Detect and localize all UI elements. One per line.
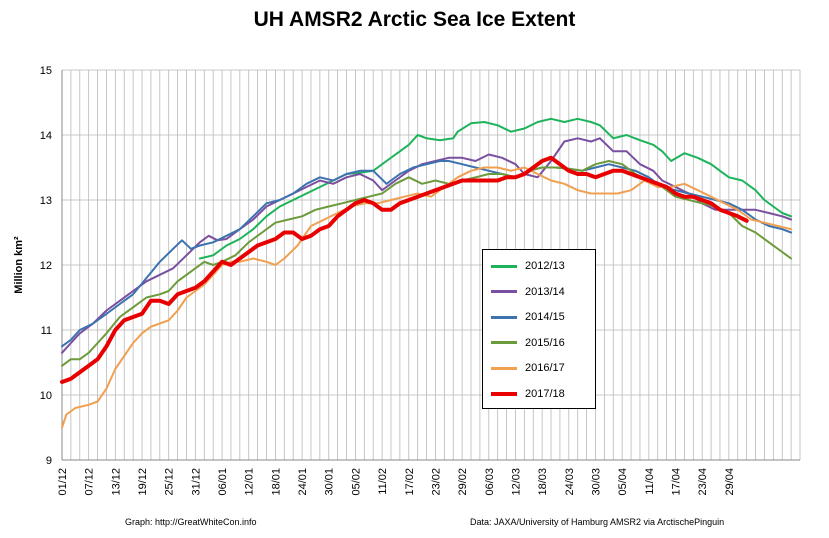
x-tick-label: 01/12	[57, 468, 69, 496]
x-tick-label: 05/02	[350, 468, 362, 496]
y-tick-label: 9	[46, 455, 52, 467]
legend-swatch	[491, 315, 517, 319]
x-tick-label: 06/01	[217, 468, 229, 496]
grid	[61, 69, 801, 461]
legend-label: 2014/15	[525, 311, 565, 323]
x-tick-label: 23/04	[697, 468, 709, 496]
legend-item: 2017/18	[491, 384, 565, 404]
series-line-2015-16	[61, 160, 793, 367]
legend-swatch	[491, 366, 517, 370]
legend-item: 2015/16	[491, 333, 565, 353]
series-line-2013-14	[61, 137, 793, 354]
y-tick-label: 10	[40, 390, 52, 402]
y-tick-label: 13	[40, 195, 52, 207]
legend-swatch	[491, 290, 517, 293]
series-line-2012-13	[198, 117, 793, 260]
x-tick-label: 30/03	[590, 468, 602, 496]
footer-credit: Graph: http://GreatWhiteCon.info	[125, 517, 257, 527]
legend-label: 2015/16	[525, 336, 565, 349]
y-axis-label: Million km²	[13, 236, 25, 294]
x-tick-label: 12/03	[510, 468, 522, 496]
x-tick-label: 23/02	[430, 468, 442, 496]
x-tick-label: 17/02	[404, 468, 416, 496]
x-tick-label: 18/01	[270, 468, 282, 496]
x-tick-label: 24/01	[297, 468, 309, 496]
x-tick-label: 31/12	[190, 468, 202, 496]
series-line-2017-18	[60, 155, 749, 384]
chart-title: UH AMSR2 Arctic Sea Ice Extent	[253, 8, 576, 31]
y-tick-label: 14	[40, 130, 52, 142]
x-tick-label: 29/02	[457, 468, 469, 496]
footer-source: Data: JAXA/University of Hamburg AMSR2 v…	[470, 517, 725, 527]
x-tick-label: 29/04	[724, 468, 736, 496]
series-lines	[60, 117, 793, 429]
legend-item: 2013/14	[491, 282, 565, 302]
series-line-2016-17	[61, 166, 793, 429]
legend-label: 2013/14	[525, 285, 565, 298]
x-tick-label: 17/04	[671, 468, 683, 496]
legend-label: 2016/17	[525, 362, 565, 374]
x-tick-label: 11/02	[377, 468, 389, 495]
legend: 2012/13 2013/14 2014/15 2015/16 2016/17 2017/…	[482, 249, 596, 409]
legend-swatch	[491, 264, 517, 268]
legend-swatch	[491, 391, 517, 396]
axes: 9 10 11 12 13 14 15 01/12 07/12 13/12 19/12 25/12 31…	[40, 65, 800, 496]
x-tick-label: 18/03	[537, 468, 549, 496]
x-tick-label: 30/01	[324, 468, 336, 496]
x-tick-label: 05/04	[617, 468, 629, 496]
legend-label: 2012/13	[525, 260, 565, 272]
x-tick-label: 19/12	[137, 468, 149, 496]
legend-swatch	[491, 341, 517, 344]
y-tick-label: 11	[41, 325, 52, 337]
x-tick-label: 25/12	[164, 468, 176, 496]
x-tick-label: 13/12	[110, 468, 122, 496]
x-tick-label: 11/04	[644, 468, 656, 495]
y-tick-label: 12	[40, 260, 52, 272]
x-tick-label: 07/12	[84, 468, 96, 496]
legend-item: 2014/15	[491, 307, 565, 327]
legend-label: 2017/18	[525, 387, 565, 400]
x-tick-label: 12/01	[244, 468, 256, 496]
legend-item: 2012/13	[491, 256, 565, 276]
x-tick-label: 06/03	[484, 468, 496, 496]
y-tick-label: 15	[40, 65, 52, 77]
legend-item: 2016/17	[491, 358, 565, 378]
x-tick-label: 24/03	[564, 468, 576, 496]
